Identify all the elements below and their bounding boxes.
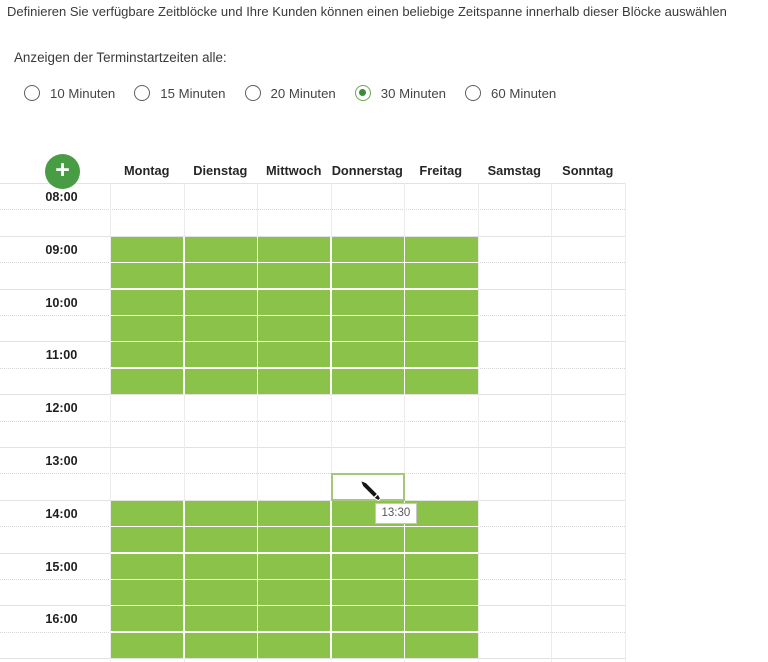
time-label-1300: 13:00 (45, 454, 78, 468)
time-label-1200: 12:00 (45, 401, 78, 416)
radio-unselected-icon[interactable] (24, 85, 40, 101)
day-header-samstag: Samstag (487, 163, 541, 178)
block-row-separator (111, 525, 478, 528)
plus-icon: + (55, 156, 70, 184)
radio-unselected-icon[interactable] (244, 85, 261, 101)
block-row-separator (111, 367, 478, 369)
day-header-montag: Montag (124, 163, 170, 178)
hour-gridline (0, 658, 625, 660)
time-label-0900: 09:00 (45, 242, 78, 257)
radio-unselected-icon[interactable] (134, 85, 151, 101)
hour-gridline (0, 394, 625, 396)
block-row-separator (111, 631, 478, 633)
interval-radio-10-minuten[interactable]: 10 Minuten (24, 85, 115, 101)
column-gridline (551, 183, 552, 662)
column-gridline (110, 183, 111, 662)
radio-label: 10 Minuten (50, 85, 116, 101)
hovered-slot[interactable] (330, 473, 405, 501)
schedule-grid[interactable]: 08:00 09:00 10:00 11:00 12:00 13:00 14:00 15:00… (0, 183, 626, 662)
column-gridline (257, 183, 258, 662)
radio-label: 60 Minuten (491, 85, 557, 101)
column-gridline (477, 183, 479, 662)
radio-selected-icon[interactable] (354, 85, 371, 101)
time-label-1500: 15:00 (45, 559, 78, 574)
day-header-donnerstag: Donnerstag (331, 163, 403, 178)
interval-radio-20-minuten[interactable]: 20 Minuten (244, 85, 336, 101)
column-gridline (183, 183, 185, 662)
block-row-separator (111, 552, 478, 554)
column-gridline (624, 183, 626, 662)
page-instruction: Definieren Sie verfügbare Zeitblöcke und… (7, 4, 727, 19)
block-row-separator (111, 288, 478, 290)
half-hour-gridline (0, 473, 625, 475)
block-row-separator (111, 604, 478, 607)
time-label-1400: 14:00 (45, 506, 78, 521)
block-row-separator (111, 578, 478, 580)
hour-gridline (0, 183, 625, 184)
day-header-mittwoch: Mittwoch (266, 163, 322, 178)
time-label-1000: 10:00 (45, 295, 78, 310)
radio-label: 20 Minuten (270, 85, 336, 101)
time-label-1100: 11:00 (45, 348, 78, 363)
radio-unselected-icon[interactable] (465, 85, 481, 101)
time-tooltip: 13:30 (374, 503, 418, 525)
block-row-separator (111, 314, 478, 316)
day-header-dienstag: Dienstag (193, 163, 248, 178)
time-label-1600: 16:00 (45, 612, 78, 627)
radio-label: 30 Minuten (380, 85, 446, 101)
day-header-sonntag: Sonntag (562, 163, 614, 178)
column-gridline (404, 183, 405, 662)
add-timeblock-button[interactable]: + (45, 154, 80, 189)
interval-radio-15-minuten[interactable]: 15 Minuten (134, 85, 226, 101)
interval-selector-label: Anzeigen der Terminstartzeiten alle: (14, 50, 227, 65)
half-hour-gridline (0, 209, 625, 211)
radio-label: 15 Minuten (160, 85, 226, 101)
interval-radio-group: 10 Minuten 15 Minuten 20 Minuten 30 Minuten… (24, 85, 575, 101)
hour-gridline (0, 447, 625, 448)
day-header-freitag: Freitag (419, 163, 463, 178)
interval-radio-30-minuten[interactable]: 30 Minuten (354, 85, 446, 101)
weekly-schedule: + Montag Dienstag Mittwoch Donnerstag Freita… (0, 150, 768, 662)
column-gridline (330, 183, 332, 662)
interval-radio-60-minuten[interactable]: 60 Minuten (465, 85, 556, 101)
half-hour-gridline (0, 420, 625, 422)
hour-gridline (0, 235, 625, 237)
block-row-separator (111, 340, 478, 343)
block-row-separator (111, 261, 478, 264)
hour-gridline (0, 499, 625, 501)
time-label-0800: 08:00 (45, 190, 78, 204)
